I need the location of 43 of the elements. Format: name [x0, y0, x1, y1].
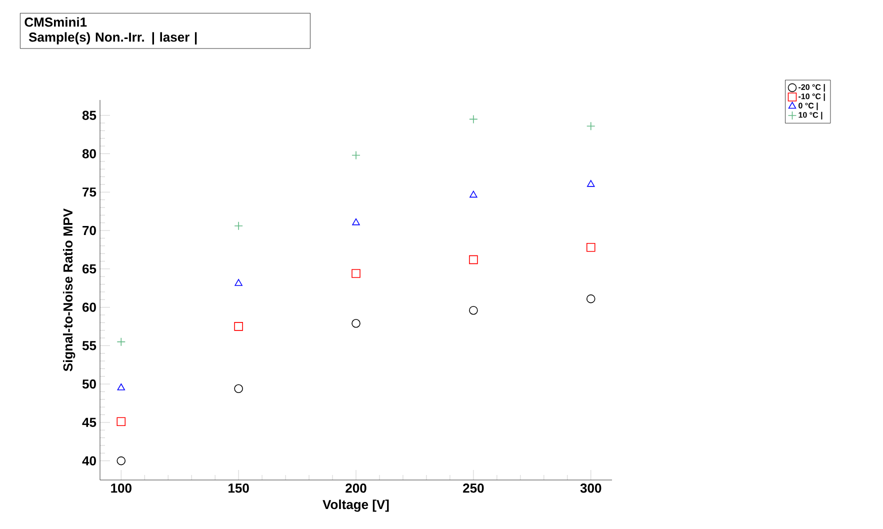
point	[234, 279, 242, 286]
point	[586, 294, 596, 304]
point	[586, 122, 596, 130]
y-tick-label: 60	[82, 302, 96, 312]
x-tick-label: 200	[346, 484, 366, 493]
point	[352, 150, 360, 160]
point	[116, 337, 126, 346]
point	[117, 383, 125, 390]
point	[234, 384, 243, 394]
x-tick-label: 250	[463, 484, 484, 493]
y-tick-label: 80	[82, 149, 96, 158]
point	[234, 322, 243, 331]
x-tick-label: 150	[228, 484, 249, 493]
point	[352, 318, 360, 328]
y-tick-label: 70	[82, 226, 96, 236]
chart-title: CMSmini1	[24, 17, 87, 27]
y-axis-title: Signal-to-Noise Ratio MPV	[63, 208, 76, 372]
legend-label: 0 °C |	[798, 102, 818, 110]
point	[469, 114, 478, 124]
y-tick-label: 55	[82, 341, 96, 350]
point	[586, 242, 596, 252]
point	[469, 255, 478, 264]
legend-label: -20 °C |	[798, 84, 825, 92]
point	[352, 218, 360, 226]
y-tick-label: 45	[82, 418, 96, 427]
point	[469, 306, 478, 315]
point	[116, 456, 126, 466]
y-tick-label: 85	[82, 110, 96, 120]
x-axis-title: Voltage [V]	[322, 500, 389, 512]
point	[587, 180, 595, 187]
point	[352, 269, 360, 278]
y-tick-label: 75	[82, 188, 96, 197]
x-tick-label: 100	[111, 484, 132, 493]
legend-label: 10 °C |	[798, 112, 822, 120]
legend-label: -10 °C |	[798, 93, 825, 101]
point	[116, 417, 126, 426]
chart-subtitle: Sample(s) Non.-Irr. | laser |	[28, 32, 197, 45]
y-tick-label: 65	[82, 264, 96, 274]
point	[234, 221, 243, 230]
point	[470, 190, 478, 198]
y-tick-label: 50	[82, 379, 96, 389]
x-tick-label: 300	[580, 484, 602, 493]
y-tick-label: 40	[82, 456, 96, 466]
